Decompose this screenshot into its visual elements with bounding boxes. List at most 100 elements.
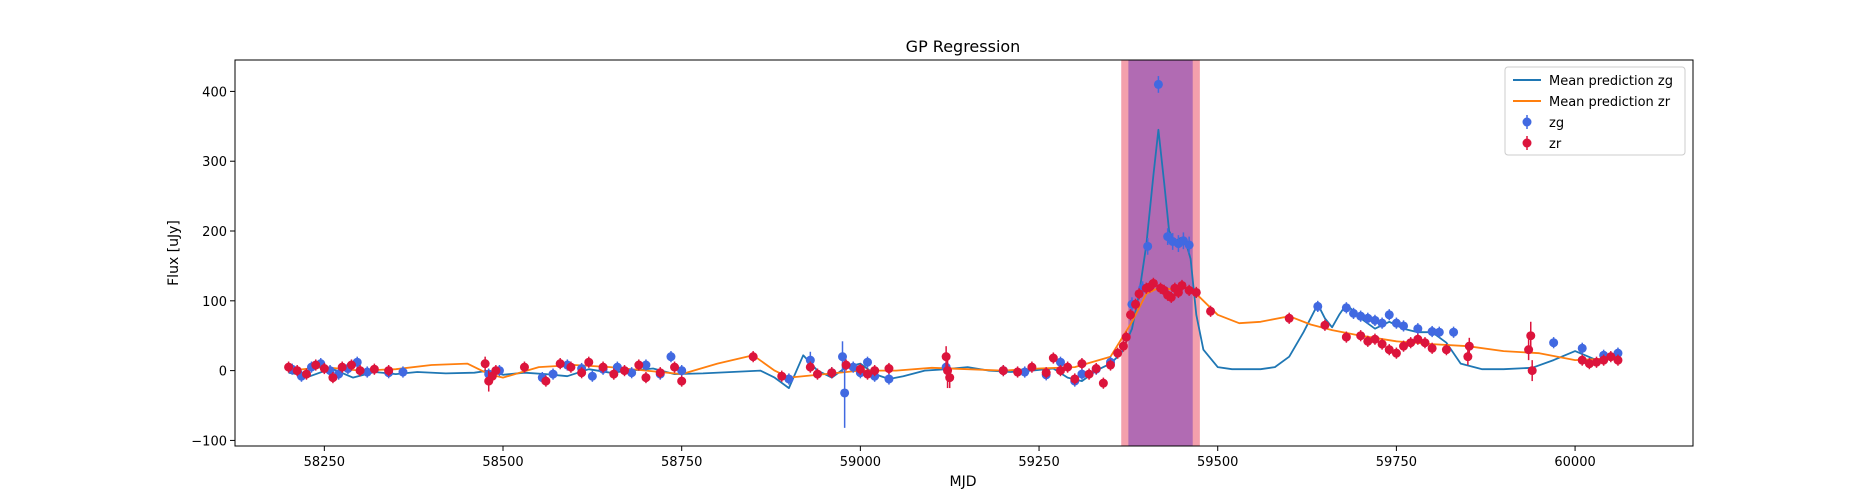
data-point — [1013, 367, 1023, 377]
data-point — [1313, 301, 1323, 311]
data-point — [841, 360, 851, 370]
data-point — [362, 367, 372, 377]
x-axis-ticks: 58250 58500 58750 59000 59250 59500 59750 60000 — [304, 446, 1596, 470]
data-point — [1356, 311, 1366, 321]
data-point — [1118, 341, 1128, 351]
data-point — [827, 368, 837, 378]
data-point — [655, 368, 665, 378]
data-point — [1320, 320, 1330, 330]
data-point — [641, 373, 651, 383]
data-point — [855, 364, 865, 374]
data-point — [884, 374, 894, 384]
data-point — [748, 352, 758, 362]
series-points-zg — [287, 76, 1623, 428]
data-point — [1341, 303, 1351, 313]
data-point — [292, 366, 302, 376]
data-point — [1584, 359, 1594, 369]
data-point — [1041, 368, 1051, 378]
data-point — [355, 366, 365, 376]
data-point — [1527, 366, 1537, 376]
data-point — [1363, 336, 1373, 346]
data-point — [1413, 334, 1423, 344]
data-point — [1106, 360, 1116, 370]
legend-label: Mean prediction zg — [1549, 74, 1673, 89]
legend-label: zr — [1549, 137, 1562, 152]
data-point — [1143, 241, 1153, 251]
data-point — [1377, 318, 1387, 328]
data-point — [548, 369, 558, 379]
data-point — [1377, 339, 1387, 349]
data-point — [1098, 378, 1108, 388]
x-axis-label: MJD — [950, 474, 977, 490]
data-point — [369, 364, 379, 374]
data-point — [1434, 327, 1444, 337]
data-point — [1613, 355, 1623, 365]
data-point — [1020, 367, 1030, 377]
data-point — [1134, 289, 1144, 299]
highlight-band — [1128, 60, 1193, 446]
data-point — [1441, 345, 1451, 355]
data-point — [284, 362, 294, 372]
y-axis-label: Flux [uJy] — [166, 220, 182, 286]
data-point — [677, 366, 687, 376]
data-point — [848, 362, 858, 372]
data-point — [1121, 332, 1131, 342]
data-point — [620, 366, 630, 376]
data-point — [1027, 362, 1037, 372]
data-point — [1173, 287, 1183, 297]
data-point — [519, 362, 529, 372]
data-point — [1524, 345, 1534, 355]
data-point — [1349, 308, 1359, 318]
data-point — [805, 355, 815, 365]
data-point — [1113, 348, 1123, 358]
data-point — [1526, 331, 1536, 341]
data-point — [777, 371, 787, 381]
data-point — [491, 366, 501, 376]
data-point — [1356, 331, 1366, 341]
y-tick-label: 400 — [202, 85, 227, 100]
data-point — [555, 359, 565, 369]
data-point — [1148, 278, 1158, 288]
highlight-regions — [1121, 60, 1200, 446]
data-point — [945, 373, 955, 383]
data-point — [863, 357, 873, 367]
plot-frame — [234, 59, 1694, 447]
data-point — [1599, 355, 1609, 365]
data-point — [1070, 374, 1080, 384]
data-point — [598, 362, 608, 372]
data-point — [1420, 338, 1430, 348]
legend: Mean prediction zg Mean prediction zr zg zr — [1504, 66, 1686, 156]
data-point — [1577, 355, 1587, 365]
data-point — [1126, 310, 1136, 320]
data-point — [346, 360, 356, 370]
data-point — [1463, 352, 1473, 362]
y-tick-label: 0 — [219, 365, 227, 380]
x-tick-label: 59500 — [1197, 455, 1238, 470]
x-tick-label: 59750 — [1376, 455, 1417, 470]
x-tick-label: 60000 — [1554, 455, 1595, 470]
data-point — [666, 352, 676, 362]
data-point — [805, 362, 815, 372]
data-point — [1055, 357, 1065, 367]
data-point — [1384, 345, 1394, 355]
data-point — [1406, 338, 1416, 348]
data-point — [1399, 321, 1409, 331]
series-points-zr — [284, 277, 1623, 392]
data-point — [1206, 306, 1216, 316]
legend-box — [1504, 66, 1686, 156]
x-tick-label: 58250 — [304, 455, 345, 470]
data-point — [1184, 285, 1194, 295]
data-point — [587, 371, 597, 381]
y-tick-label: 200 — [202, 225, 227, 240]
data-point — [812, 369, 822, 379]
data-point — [634, 360, 644, 370]
data-point — [1399, 341, 1409, 351]
data-point — [840, 388, 850, 398]
legend-label: Mean prediction zr — [1549, 95, 1671, 110]
data-point — [609, 369, 619, 379]
data-point — [566, 362, 576, 372]
data-point — [1363, 313, 1373, 323]
data-point — [328, 373, 338, 383]
data-point — [398, 367, 408, 377]
